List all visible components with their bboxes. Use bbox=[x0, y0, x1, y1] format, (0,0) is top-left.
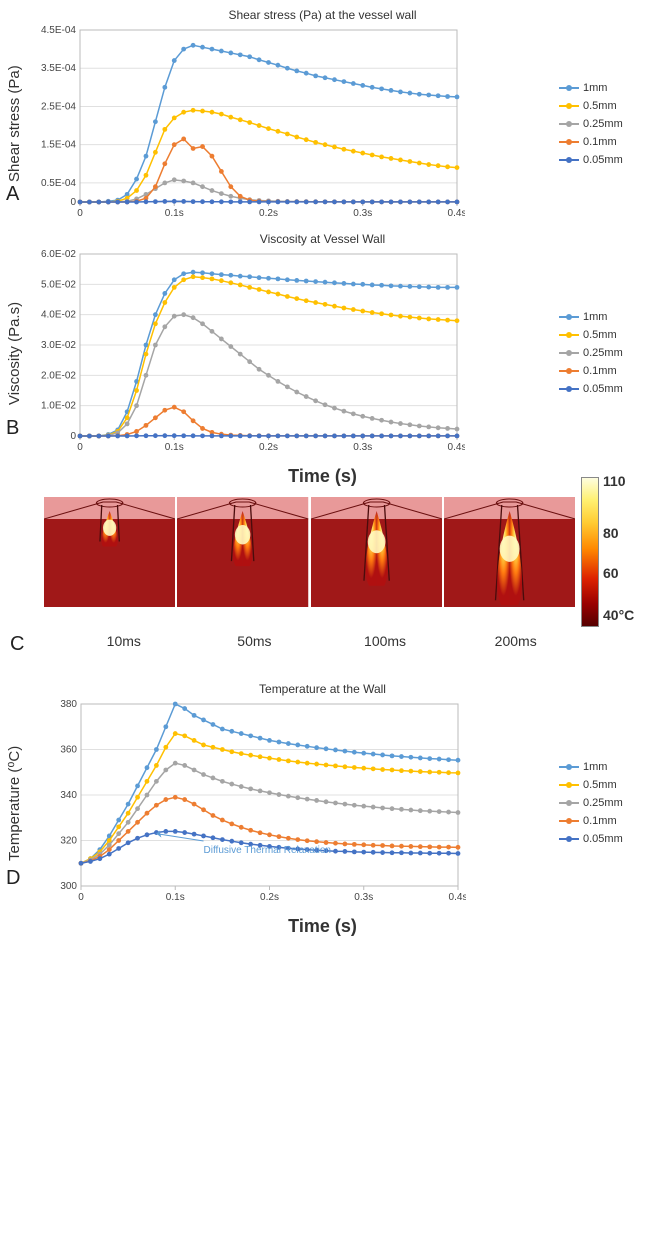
svg-text:5.0E-02: 5.0E-02 bbox=[41, 279, 76, 290]
legend-label: 0.05mm bbox=[583, 833, 623, 845]
legend-item: 0.05mm bbox=[559, 833, 641, 845]
legend-label: 0.1mm bbox=[583, 136, 617, 148]
legend-item: 0.5mm bbox=[559, 779, 641, 791]
svg-text:1.0E-02: 1.0E-02 bbox=[41, 401, 76, 412]
time-label-ab: Time (s) bbox=[4, 466, 641, 487]
svg-text:4.0E-02: 4.0E-02 bbox=[41, 310, 76, 321]
legend-item: 0.25mm bbox=[559, 118, 641, 130]
legend-label: 0.25mm bbox=[583, 347, 623, 359]
legend-label: 1mm bbox=[583, 761, 607, 773]
thermal-strip bbox=[44, 497, 575, 627]
chart-b-title: Viscosity at Vessel Wall bbox=[4, 232, 641, 246]
svg-text:0.4s: 0.4s bbox=[449, 892, 466, 903]
chart-b-legend: 1mm 0.5mm 0.25mm 0.1mm 0.05mm bbox=[551, 248, 641, 458]
legend-label: 1mm bbox=[583, 311, 607, 323]
svg-text:3.5E-04: 3.5E-04 bbox=[41, 63, 76, 74]
cb-label-bottom: 40°C bbox=[603, 607, 634, 623]
svg-text:0: 0 bbox=[77, 208, 83, 219]
svg-text:0.2s: 0.2s bbox=[259, 442, 278, 453]
svg-text:320: 320 bbox=[60, 836, 77, 847]
svg-text:4.5E-04: 4.5E-04 bbox=[41, 25, 76, 36]
legend-item: 0.25mm bbox=[559, 347, 641, 359]
chart-b-ylabel: Viscosity (Pa.s) bbox=[4, 248, 25, 458]
panel-c-letter: C bbox=[10, 633, 24, 656]
legend-label: 0.25mm bbox=[583, 118, 623, 130]
svg-text:0.1s: 0.1s bbox=[166, 892, 185, 903]
svg-text:0: 0 bbox=[77, 442, 83, 453]
svg-text:380: 380 bbox=[60, 699, 77, 710]
svg-text:360: 360 bbox=[60, 745, 77, 756]
legend-label: 1mm bbox=[583, 82, 607, 94]
svg-text:0.4s: 0.4s bbox=[448, 208, 465, 219]
chart-a-area: 0 0.5E-04 1.5E-04 2.5E-04 3.5E-04 4.5E-04 0 0.1… bbox=[25, 24, 551, 224]
svg-text:0.2s: 0.2s bbox=[259, 208, 278, 219]
svg-text:6.0E-02: 6.0E-02 bbox=[41, 249, 76, 260]
chart-d-ylabel: Temperature (⁰C) bbox=[4, 698, 26, 908]
svg-text:2.0E-02: 2.0E-02 bbox=[41, 370, 76, 381]
svg-text:300: 300 bbox=[60, 881, 77, 892]
legend-item: 0.05mm bbox=[559, 383, 641, 395]
legend-item: 0.5mm bbox=[559, 329, 641, 341]
svg-text:0: 0 bbox=[78, 892, 84, 903]
cb-label-60: 60 bbox=[603, 565, 619, 581]
legend-item: 0.1mm bbox=[559, 136, 641, 148]
thermal-frame bbox=[44, 497, 175, 607]
legend-label: 0.5mm bbox=[583, 779, 617, 791]
svg-text:3.0E-02: 3.0E-02 bbox=[41, 340, 76, 351]
svg-text:1.5E-04: 1.5E-04 bbox=[41, 140, 76, 151]
chart-a-title: Shear stress (Pa) at the vessel wall bbox=[4, 8, 641, 22]
chart-a-ylabel: Shear stress (Pa) bbox=[4, 24, 25, 224]
legend-label: 0.05mm bbox=[583, 154, 623, 166]
legend-item: 1mm bbox=[559, 311, 641, 323]
svg-text:0.5E-04: 0.5E-04 bbox=[41, 178, 76, 189]
chart-d-area: 300 320 340 360 380 0 0.1s 0.2s 0.3s 0.4s Diffusiv… bbox=[26, 698, 551, 908]
panel-a: Shear stress (Pa) at the vessel wall A S… bbox=[4, 8, 641, 224]
legend-item: 0.05mm bbox=[559, 154, 641, 166]
panel-c: 110 80 60 40°C C 10ms50ms100ms200ms bbox=[4, 497, 641, 650]
svg-text:2.5E-04: 2.5E-04 bbox=[41, 101, 76, 112]
thermal-frame bbox=[311, 497, 442, 607]
cb-label-top: 110 bbox=[603, 473, 626, 489]
legend-item: 0.25mm bbox=[559, 797, 641, 809]
thermal-labels: 10ms50ms100ms200ms bbox=[58, 633, 581, 650]
legend-label: 0.1mm bbox=[583, 815, 617, 827]
svg-text:Diffusive Thermal Relaxation: Diffusive Thermal Relaxation bbox=[204, 845, 331, 856]
legend-item: 0.5mm bbox=[559, 100, 641, 112]
legend-item: 1mm bbox=[559, 761, 641, 773]
legend-item: 0.1mm bbox=[559, 815, 641, 827]
thermal-frame bbox=[444, 497, 575, 607]
chart-b-area: 0 1.0E-02 2.0E-02 3.0E-02 4.0E-02 5.0E-02 6.0E… bbox=[25, 248, 551, 458]
svg-text:0.3s: 0.3s bbox=[353, 442, 372, 453]
legend-label: 0.1mm bbox=[583, 365, 617, 377]
svg-text:340: 340 bbox=[60, 790, 77, 801]
cb-label-80: 80 bbox=[603, 525, 619, 541]
svg-text:0: 0 bbox=[70, 431, 76, 442]
svg-text:0.2s: 0.2s bbox=[260, 892, 279, 903]
legend-item: 1mm bbox=[559, 82, 641, 94]
colorbar: 110 80 60 40°C bbox=[581, 477, 641, 627]
svg-text:0.4s: 0.4s bbox=[448, 442, 465, 453]
time-label-d: Time (s) bbox=[4, 916, 641, 937]
thermal-frame-label: 10ms bbox=[58, 633, 189, 650]
thermal-frame-label: 50ms bbox=[189, 633, 320, 650]
thermal-frame-label: 200ms bbox=[450, 633, 581, 650]
chart-d-legend: 1mm 0.5mm 0.25mm 0.1mm 0.05mm bbox=[551, 698, 641, 908]
chart-a-legend: 1mm 0.5mm 0.25mm 0.1mm 0.05mm bbox=[551, 24, 641, 224]
thermal-frame bbox=[177, 497, 308, 607]
svg-text:0.1s: 0.1s bbox=[165, 442, 184, 453]
legend-label: 0.5mm bbox=[583, 100, 617, 112]
panel-d: Temperature at the Wall D Temperature (⁰… bbox=[4, 682, 641, 908]
svg-text:0: 0 bbox=[70, 197, 76, 208]
chart-d-title: Temperature at the Wall bbox=[4, 682, 641, 696]
legend-label: 0.05mm bbox=[583, 383, 623, 395]
panel-b: Viscosity at Vessel Wall B Viscosity (Pa… bbox=[4, 232, 641, 458]
legend-label: 0.25mm bbox=[583, 797, 623, 809]
legend-item: 0.1mm bbox=[559, 365, 641, 377]
svg-text:0.3s: 0.3s bbox=[354, 892, 373, 903]
svg-text:0.1s: 0.1s bbox=[165, 208, 184, 219]
legend-label: 0.5mm bbox=[583, 329, 617, 341]
colorbar-gradient bbox=[581, 477, 599, 627]
svg-text:0.3s: 0.3s bbox=[353, 208, 372, 219]
thermal-frame-label: 100ms bbox=[320, 633, 451, 650]
